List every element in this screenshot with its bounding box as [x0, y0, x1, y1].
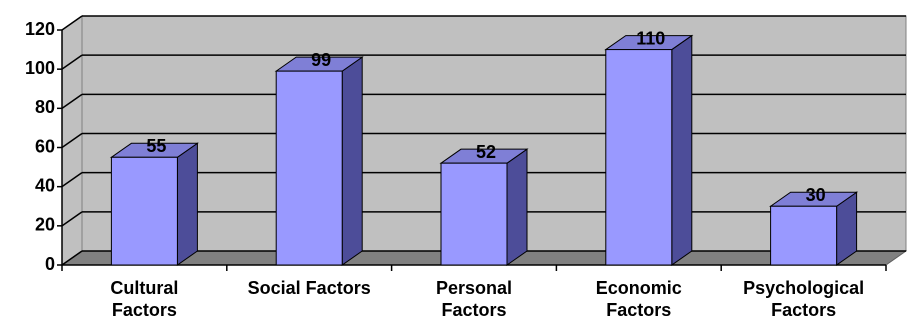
y-tick-label: 80 [35, 97, 55, 117]
grid-line-side [61, 93, 83, 109]
bar-side [671, 34, 693, 266]
grid-line-side [61, 172, 83, 188]
y-tick-label: 0 [45, 254, 55, 274]
value-label: 110 [636, 28, 665, 48]
x-tick-label: Economic Factors [595, 278, 682, 320]
grid-line-side [61, 211, 83, 227]
bar-side [341, 56, 363, 266]
y-tick-label: 40 [35, 175, 55, 195]
grid-line-side [61, 132, 83, 149]
x-tick-label: Psychological Factors [743, 278, 865, 320]
bar [605, 49, 673, 266]
y-tick-label: 100 [25, 58, 55, 78]
bar [275, 70, 343, 266]
grid-line-side [61, 54, 83, 70]
x-tick-label: Personal Factors [435, 278, 513, 320]
value-label: 30 [806, 185, 826, 205]
x-tick-label: Cultural Factors [110, 278, 179, 320]
bar [770, 205, 838, 266]
bar [440, 162, 508, 266]
grid-line-side [61, 250, 83, 266]
bar-side [176, 142, 198, 266]
value-label: 52 [476, 142, 496, 162]
x-tick-label: Social Factors [247, 278, 371, 298]
y-tick-label: 60 [35, 136, 55, 156]
value-label: 99 [311, 50, 331, 70]
y-tick-label: 20 [35, 215, 55, 235]
grid-line-side [61, 15, 83, 31]
bar [110, 156, 178, 266]
value-label: 55 [146, 136, 166, 156]
y-tick-label: 120 [25, 19, 55, 39]
bar-side [506, 148, 528, 266]
